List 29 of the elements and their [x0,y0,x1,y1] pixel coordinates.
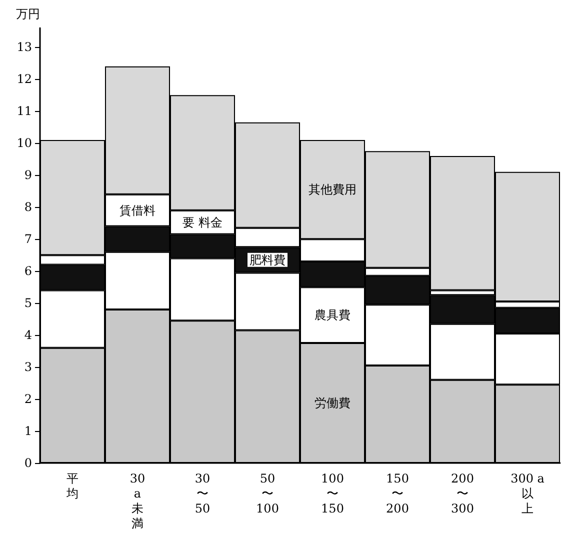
y-tick-label: 10 [16,136,32,150]
y-tick-label: 5 [24,296,32,310]
y-tick-label: 2 [24,392,32,406]
y-tick-label: 7 [24,232,32,246]
series-label: 肥料費 [250,252,286,267]
x-tick-label: 50〜100 [256,472,279,516]
y-tick-label: 9 [24,168,32,182]
x-tick-label: 300 a以上 [510,472,544,516]
x-tick-label: 150〜200 [386,472,409,516]
series-label: 賃借料 [120,203,156,218]
annotation: 要 料金 [182,215,222,230]
x-tick-label: 100〜150 [321,472,344,516]
y-tick-label: 11 [16,104,32,118]
x-tick-label: 30a未満 [130,472,146,530]
series-label: 其他費用 [308,182,356,197]
y-tick-label: 6 [24,264,32,278]
y-tick-label: 1 [24,424,32,438]
x-tick-label: 200〜300 [451,472,474,516]
series-label: 農具費 [314,308,350,322]
y-tick-label: 0 [24,456,32,470]
y-tick-label: 3 [24,360,32,374]
x-tick-label: 平均 [66,472,78,500]
y-tick-label: 12 [16,72,32,86]
series-label: 労働費 [314,396,350,410]
y-tick-label: 4 [24,328,32,342]
y-axis-title: 万円 [16,7,40,21]
y-tick-label: 13 [16,40,32,54]
y-tick-label: 8 [24,200,32,214]
x-tick-label: 30〜50 [194,472,210,516]
